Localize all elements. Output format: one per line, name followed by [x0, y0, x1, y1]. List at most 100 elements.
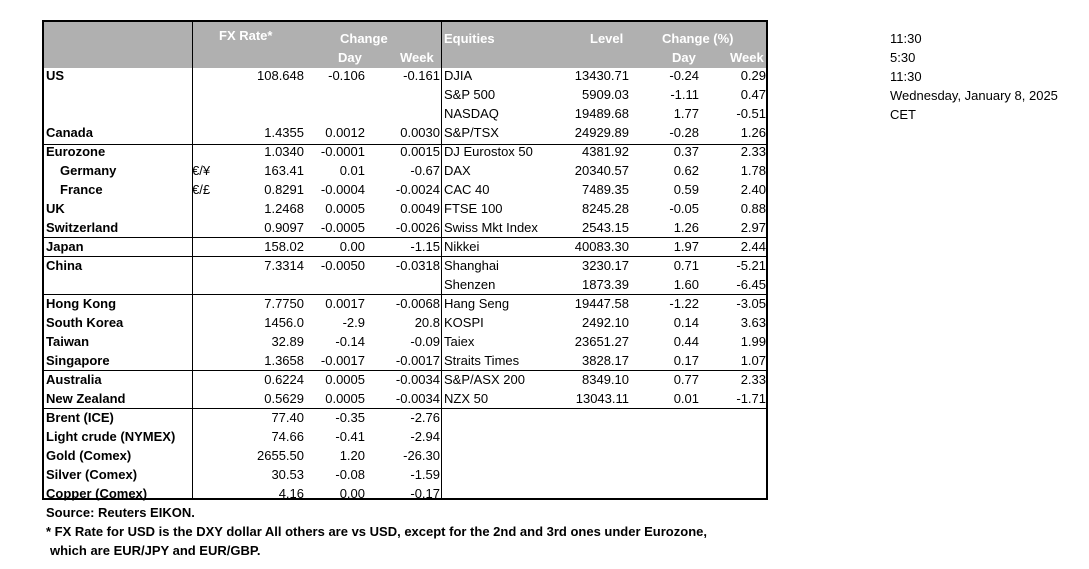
row-index	[444, 427, 574, 446]
row-level: 19489.68	[574, 106, 629, 121]
row-fx-day: 0.00	[339, 239, 365, 254]
row-fx-day: 0.0005	[325, 372, 365, 387]
row-index: Nikkei	[444, 239, 480, 254]
table-row: New Zealand 0.5629 0.0005 -0.0034 NZX 50 1304…	[44, 389, 766, 408]
row-level	[564, 484, 629, 503]
row-fx-day: -0.0017	[320, 353, 365, 368]
row-level: 5909.03	[582, 87, 629, 102]
row-fx-day: 1.20	[339, 448, 365, 463]
row-name: Taiwan	[46, 334, 90, 349]
row-index	[444, 465, 574, 484]
row-currency-pair	[192, 484, 222, 503]
row-fx-week: -2.94	[410, 429, 440, 444]
row-fx-rate: 1.3658	[264, 353, 304, 368]
row-fx-week: -2.76	[410, 410, 440, 425]
row-index: S&P/TSX	[444, 125, 499, 140]
row-name: Copper (Comex)	[46, 486, 148, 501]
row-currency-pair	[192, 427, 222, 446]
source-note: Source: Reuters EIKON.	[46, 505, 195, 520]
row-fx-day: -2.9	[342, 315, 365, 330]
row-eq-week: 1.07	[740, 353, 766, 368]
row-eq-day	[629, 484, 699, 503]
row-level: 3828.17	[582, 353, 629, 368]
row-eq-day: -1.22	[669, 296, 699, 311]
row-index: FTSE 100	[444, 201, 503, 216]
row-eq-day: 0.77	[673, 372, 699, 387]
table-row: Canada 1.4355 0.0012 0.0030 S&P/TSX 24929.89 -…	[44, 123, 766, 142]
row-eq-week	[699, 446, 766, 465]
table-row: S&P 500 5909.03 -1.11 0.47	[44, 85, 766, 104]
row-name: Hong Kong	[46, 296, 117, 311]
header-change-pct: Change (%)	[662, 31, 734, 46]
row-level: 23651.27	[574, 334, 629, 349]
row-eq-week	[699, 484, 766, 503]
row-fx-week: -0.17	[410, 486, 440, 501]
row-fx-day: -0.14	[335, 334, 365, 349]
table-row: Copper (Comex) 4.16 0.00 -0.17	[44, 484, 766, 503]
row-eq-day	[629, 427, 699, 446]
row-fx-rate: 30.53	[271, 467, 304, 482]
row-eq-day: 1.26	[673, 220, 699, 235]
row-eq-week: 1.78	[740, 163, 766, 178]
row-eq-day: -0.24	[669, 68, 699, 83]
row-eq-week: 1.26	[740, 125, 766, 140]
row-fx-week: -0.0024	[395, 182, 440, 197]
row-separator	[44, 294, 766, 295]
row-fx-day: -0.0004	[320, 182, 365, 197]
row-index: Shenzen	[444, 277, 496, 292]
row-name	[46, 104, 191, 123]
table-row: Hong Kong 7.7750 0.0017 -0.0068 Hang Seng 194…	[44, 294, 766, 313]
row-fx-day: 0.0017	[325, 296, 365, 311]
row-level	[564, 446, 629, 465]
row-index: KOSPI	[444, 315, 484, 330]
row-name: Silver (Comex)	[46, 467, 138, 482]
footnote-line-2: which are EUR/JPY and EUR/GBP.	[50, 543, 261, 558]
row-eq-week: 0.47	[740, 87, 766, 102]
header-week: Week	[400, 50, 434, 65]
row-eq-day: 0.59	[673, 182, 699, 197]
row-name	[46, 85, 191, 104]
side-line: CET	[890, 107, 916, 122]
row-fx-rate: 0.8291	[264, 182, 304, 197]
row-name: South Korea	[46, 315, 124, 330]
row-index: CAC 40	[444, 182, 490, 197]
table-row: Silver (Comex) 30.53 -0.08 -1.59	[44, 465, 766, 484]
row-fx-week: 20.8	[414, 315, 440, 330]
row-separator	[44, 408, 766, 409]
row-eq-day: -0.28	[669, 125, 699, 140]
row-fx-rate: 158.02	[264, 239, 304, 254]
row-eq-week: -5.21	[736, 258, 766, 273]
row-fx-rate: 163.41	[264, 163, 304, 178]
row-currency-pair	[192, 294, 222, 313]
row-eq-day: -1.11	[670, 87, 699, 102]
row-fx-rate: 1.2468	[264, 201, 304, 216]
row-name: Germany	[60, 163, 117, 178]
row-fx-rate: 0.5629	[264, 391, 304, 406]
row-index: Taiex	[444, 334, 475, 349]
row-fx-week: -0.161	[403, 68, 440, 83]
row-eq-week: 2.33	[740, 372, 766, 387]
side-line: 11:30	[890, 69, 922, 84]
row-fx-day: 0.0012	[325, 125, 365, 140]
row-eq-week: 3.63	[740, 315, 766, 330]
row-fx-week	[365, 104, 440, 123]
table-row: NASDAQ 19489.68 1.77 -0.51	[44, 104, 766, 123]
row-index: S&P 500	[444, 87, 496, 102]
row-eq-week: 2.40	[740, 182, 766, 197]
row-currency-pair	[192, 332, 222, 351]
row-index: DJ Eurostox 50	[444, 144, 533, 159]
row-index: S&P/ASX 200	[444, 372, 525, 387]
row-eq-day: 0.62	[673, 163, 699, 178]
row-level: 24929.89	[574, 125, 629, 140]
row-eq-day	[629, 446, 699, 465]
row-fx-week: -0.0318	[395, 258, 440, 273]
row-eq-week: 0.29	[740, 68, 766, 83]
row-eq-week: 1.99	[740, 334, 766, 349]
row-currency-pair	[192, 66, 222, 85]
row-fx-rate: 1.4355	[264, 125, 304, 140]
row-currency-pair: €/£	[192, 182, 211, 197]
footnote-line-1: * FX Rate for USD is the DXY dollar All …	[46, 524, 707, 539]
row-fx-rate: 77.40	[271, 410, 304, 425]
row-name: Canada	[46, 125, 93, 140]
row-eq-week	[699, 427, 766, 446]
